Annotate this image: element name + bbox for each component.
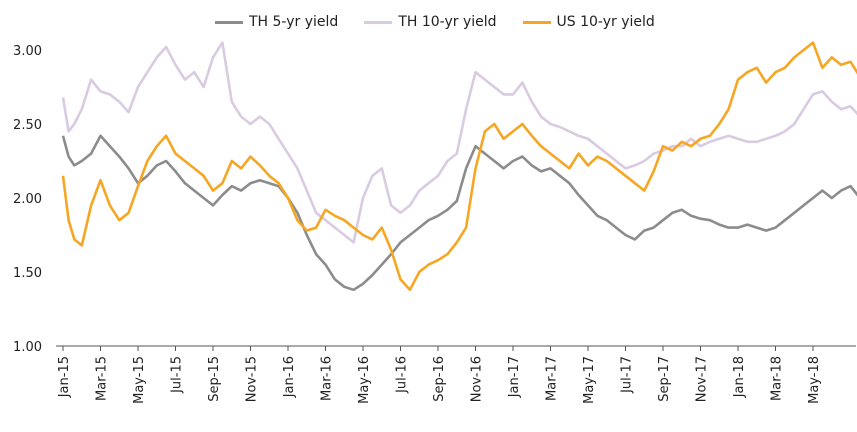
series-line-th10-yr-yield bbox=[61, 41, 857, 244]
y-tick-label: 2.00 bbox=[13, 192, 42, 207]
x-tick-label: Jul-17 bbox=[620, 356, 635, 394]
x-tick-label: Nov-16 bbox=[470, 356, 485, 402]
x-tick-label: May-15 bbox=[132, 356, 147, 404]
y-tick-label: 1.00 bbox=[13, 340, 42, 355]
x-tick-label: May-16 bbox=[357, 356, 372, 404]
legend-label-us10: US 10-yr yield bbox=[556, 14, 655, 30]
legend-swatch-us10 bbox=[522, 20, 551, 24]
x-tick-label: Mar-17 bbox=[545, 356, 560, 401]
legend-label-th5: TH 5-yr yield bbox=[249, 14, 339, 30]
x-axis-ticks bbox=[62, 346, 814, 351]
series-line-us10-yr-yield bbox=[61, 41, 857, 292]
x-tick-label: Sep-16 bbox=[432, 356, 447, 402]
x-tick-label: Nov-17 bbox=[695, 356, 710, 402]
x-tick-label: Mar-18 bbox=[770, 356, 785, 401]
y-tick-label: 1.50 bbox=[13, 266, 42, 281]
x-axis-labels: Jan-15 Mar-15 May-15 Jul-15 Sep-15 Nov-15 Jan-… bbox=[57, 356, 822, 404]
x-tick-label: Jul-16 bbox=[395, 356, 410, 394]
y-axis-labels: 1.00 1.50 2.00 2.50 3.00 bbox=[13, 44, 42, 355]
x-tick-label: Jan-17 bbox=[507, 356, 522, 398]
x-tick-label: Mar-15 bbox=[95, 356, 110, 401]
x-tick-label: Jul-15 bbox=[170, 356, 185, 394]
x-tick-label: May-17 bbox=[582, 356, 597, 404]
x-tick-label: Sep-17 bbox=[657, 356, 672, 402]
legend-label-th10: TH 10-yr yield bbox=[398, 14, 497, 30]
series-line-th5-yr-yield bbox=[61, 134, 857, 292]
y-tick-label: 2.50 bbox=[13, 118, 42, 133]
x-tick-label: Sep-15 bbox=[207, 356, 222, 402]
y-tick-label: 3.00 bbox=[13, 44, 42, 59]
legend-swatch-th10 bbox=[364, 20, 393, 24]
series-lines bbox=[61, 41, 857, 292]
legend-item-th10: TH 10-yr yield bbox=[364, 14, 497, 30]
x-tick-label: May-18 bbox=[807, 356, 822, 404]
x-tick-label: Mar-16 bbox=[320, 356, 335, 401]
x-tick-label: Jan-16 bbox=[282, 356, 297, 398]
x-tick-label: Nov-15 bbox=[245, 356, 260, 402]
legend-swatch-th5 bbox=[215, 20, 243, 24]
x-tick-label: Jan-15 bbox=[57, 356, 72, 398]
x-tick-label: Jan-18 bbox=[732, 356, 747, 398]
chart-legend: TH 5-yr yield TH 10-yr yield US 10-yr yi… bbox=[215, 14, 655, 30]
legend-item-th5: TH 5-yr yield bbox=[215, 14, 338, 30]
legend-item-us10: US 10-yr yield bbox=[522, 14, 655, 30]
